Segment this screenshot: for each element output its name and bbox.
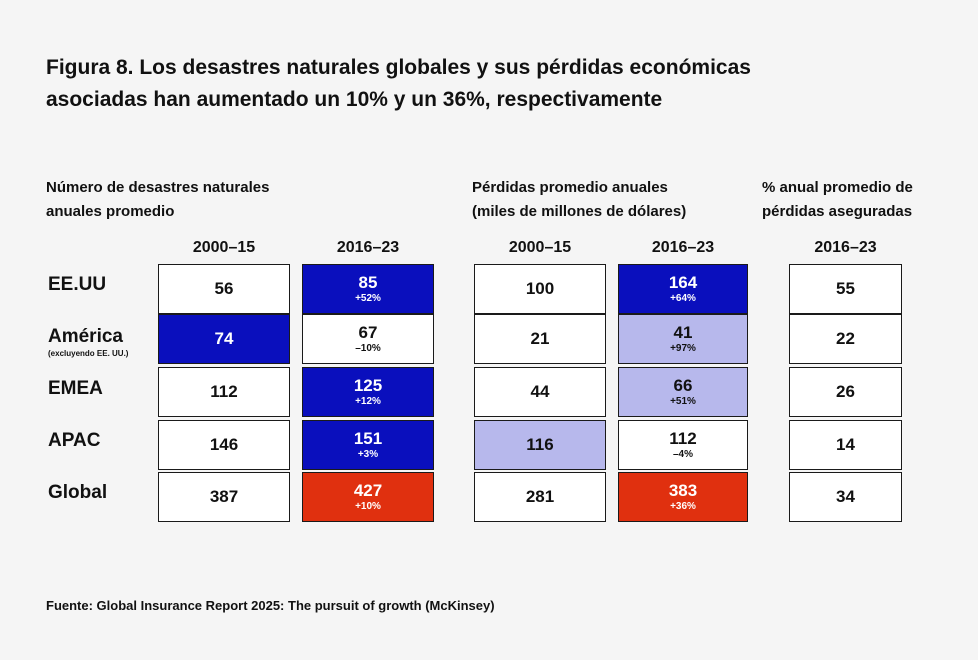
column-header-4: 2016–23 — [814, 239, 877, 256]
column-header-1: 2016–23 — [336, 239, 400, 256]
cell-value: 21 — [530, 329, 550, 348]
cell-change: –10% — [355, 342, 381, 354]
data-cell: 44 — [474, 367, 606, 417]
cell-value: 55 — [836, 279, 855, 298]
cell-value: 383 — [668, 480, 698, 500]
column-header-3: 2016–23 — [651, 239, 715, 256]
cell-value: 116 — [526, 435, 554, 454]
data-cell: 281 — [474, 472, 606, 522]
data-cell: 67 –10% — [302, 314, 434, 364]
data-cell: 85 +52% — [302, 264, 434, 314]
cell-change: –4% — [672, 448, 693, 460]
data-cell: 151 +3% — [302, 420, 434, 470]
data-cell: 14 — [789, 420, 902, 470]
section-header-disasters: Número de desastres naturales anuales pr… — [46, 176, 269, 224]
data-cell: 74 — [158, 314, 290, 364]
data-cell: 112 — [158, 367, 290, 417]
row-sublabel-americas: (excluyendo EE. UU.) — [48, 349, 129, 358]
cell-value: 85 — [358, 272, 378, 292]
cell-change: +3% — [357, 448, 379, 460]
cell-value: 112 — [210, 382, 238, 401]
cell-change: +64% — [670, 292, 696, 304]
cell-change: +36% — [670, 500, 696, 512]
data-cell: 22 — [789, 314, 902, 364]
data-cell: 55 — [789, 264, 902, 314]
data-cell: 112 –4% — [618, 420, 748, 470]
cell-change: +97% — [670, 342, 696, 354]
source-note: Fuente: Global Insurance Report 2025: Th… — [46, 598, 495, 613]
section-header-line-2: anuales promedio — [46, 203, 175, 220]
cell-value: 14 — [836, 435, 855, 454]
row-label-us: EE.UU — [48, 274, 107, 295]
section-header-line-2: (miles de millones de dólares) — [472, 203, 687, 220]
data-cell: 34 — [789, 472, 902, 522]
data-cell: 383 +36% — [618, 472, 748, 522]
data-cell: 387 — [158, 472, 290, 522]
section-header-line-1: Número de desastres naturales — [46, 179, 270, 196]
cell-change: +12% — [355, 395, 381, 407]
cell-value: 125 — [353, 375, 383, 395]
section-header-line-1: % anual promedio de — [762, 179, 913, 196]
section-header-losses: Pérdidas promedio anuales (miles de mill… — [472, 176, 686, 224]
data-cell: 66 +51% — [618, 367, 748, 417]
cell-value: 41 — [673, 322, 693, 342]
data-cell: 41 +97% — [618, 314, 748, 364]
cell-value: 26 — [836, 382, 855, 401]
cell-value: 146 — [209, 435, 239, 454]
figure-title: Figura 8. Los desastres naturales global… — [46, 52, 906, 116]
cell-value: 100 — [525, 279, 555, 298]
section-header-line-1: Pérdidas promedio anuales — [472, 179, 668, 196]
cell-value: 427 — [353, 480, 383, 500]
data-cell: 146 — [158, 420, 290, 470]
cell-value: 387 — [209, 487, 239, 506]
cell-value: 66 — [673, 375, 693, 395]
cell-change: +52% — [355, 292, 381, 304]
cell-value: 164 — [668, 272, 698, 292]
data-cell: 100 — [474, 264, 606, 314]
data-cell: 116 — [474, 420, 606, 470]
cell-value: 56 — [214, 279, 234, 298]
section-header-insured: % anual promedio de pérdidas aseguradas — [762, 176, 913, 224]
cell-value: 44 — [530, 382, 550, 401]
cell-value: 34 — [836, 487, 855, 506]
data-cell: 125 +12% — [302, 367, 434, 417]
cell-value: 74 — [214, 329, 234, 348]
data-cell: 164 +64% — [618, 264, 748, 314]
cell-value: 281 — [525, 487, 555, 506]
data-cell: 56 — [158, 264, 290, 314]
row-label-americas: América — [48, 326, 123, 347]
cell-change: +10% — [355, 500, 381, 512]
cell-value: 67 — [358, 322, 378, 342]
data-cell: 427 +10% — [302, 472, 434, 522]
row-label-apac: APAC — [48, 430, 101, 451]
title-line-2: asociadas han aumentado un 10% y un 36%,… — [46, 88, 663, 111]
cell-value: 22 — [836, 329, 855, 348]
column-header-2: 2000–15 — [508, 239, 572, 256]
section-header-line-2: pérdidas aseguradas — [762, 203, 913, 220]
title-line-1: Figura 8. Los desastres naturales global… — [46, 56, 751, 79]
column-header-0: 2000–15 — [192, 239, 256, 256]
data-cell: 21 — [474, 314, 606, 364]
data-cell: 26 — [789, 367, 902, 417]
cell-change: +51% — [670, 395, 696, 407]
row-label-global: Global — [48, 482, 108, 503]
row-label-emea: EMEA — [48, 378, 103, 399]
cell-value: 151 — [353, 428, 383, 448]
cell-value: 112 — [669, 428, 697, 448]
